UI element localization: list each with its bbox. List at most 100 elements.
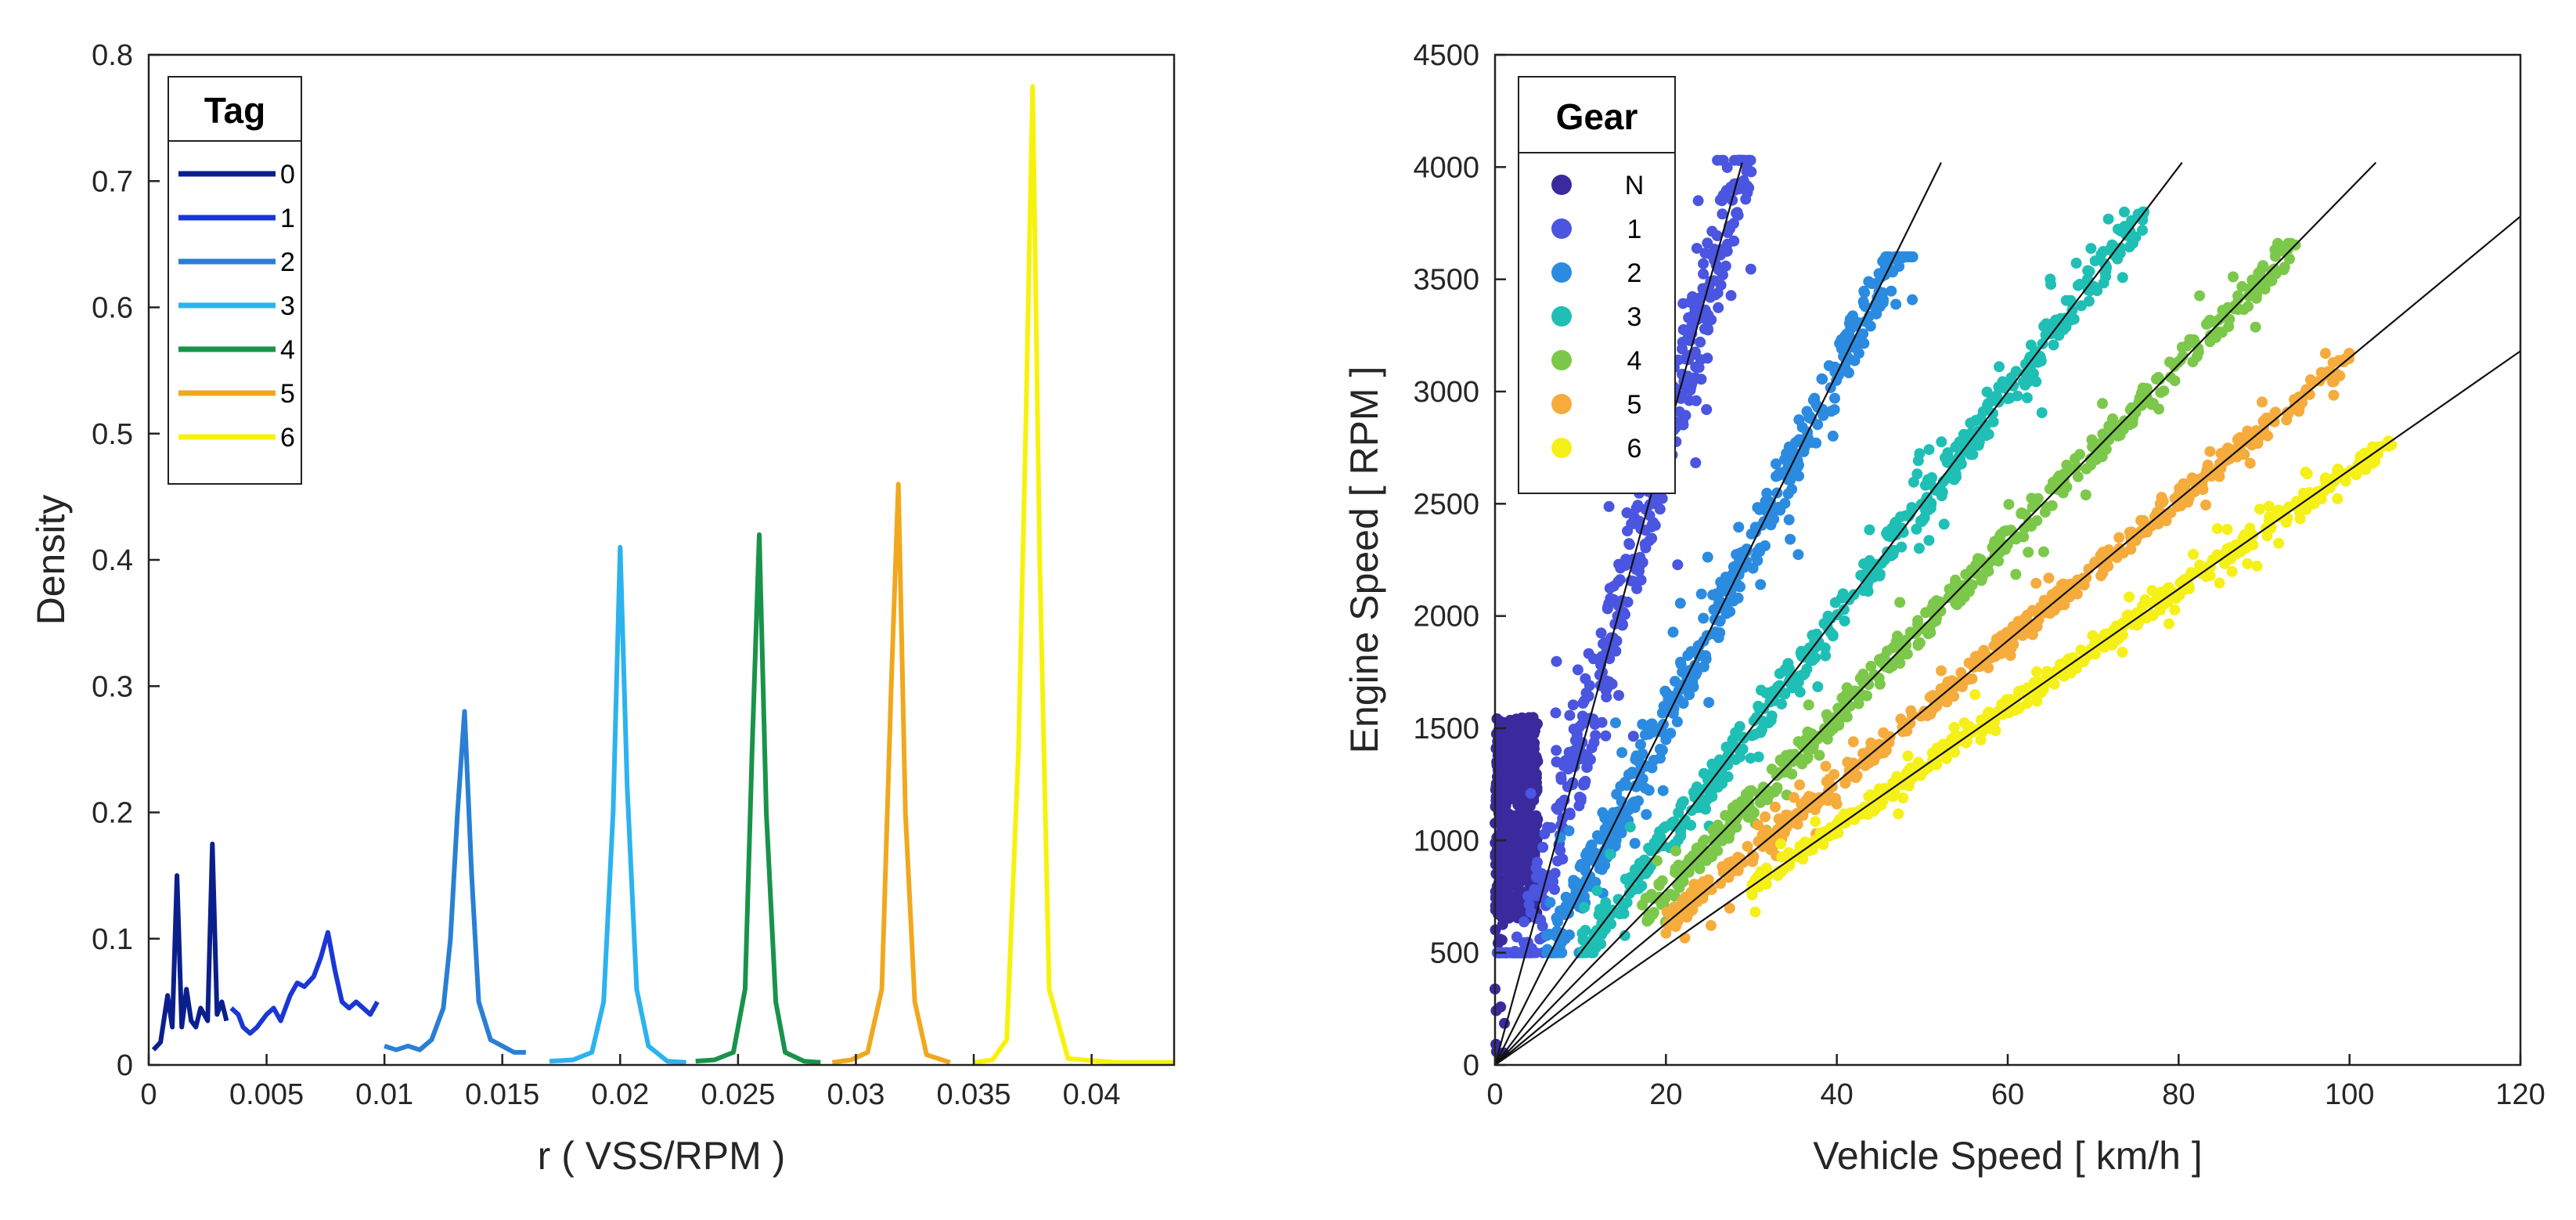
gear-point-3	[1730, 754, 1742, 766]
density-legend-label-3: 3	[280, 291, 295, 321]
gear-point-1	[1689, 346, 1701, 358]
gear-point-3	[2066, 305, 2078, 316]
gear-point-1	[1550, 707, 1562, 719]
gear-point-1	[1552, 855, 1563, 867]
gear-point-2	[1698, 612, 1710, 624]
gear-point-5	[1989, 651, 2001, 662]
gear-point-4	[1923, 606, 1935, 618]
gear-point-6	[2247, 539, 2259, 550]
gear-point-1	[1646, 532, 1658, 544]
gear-point-3	[2091, 285, 2103, 297]
gear-point-6	[1998, 697, 2010, 709]
density-curves	[151, 84, 1174, 1065]
gear-point-1	[1684, 384, 1696, 396]
gear-point-3	[1950, 441, 1962, 453]
gear-point-2	[1773, 501, 1785, 513]
gear-point-1	[1692, 195, 1704, 207]
gear-point-1	[1745, 263, 1756, 275]
gear-point-4	[1887, 642, 1899, 654]
gear-point-2	[1698, 661, 1710, 673]
gear-point-4	[2023, 547, 2034, 558]
gear-point-3	[1906, 502, 1918, 513]
gear-point-5	[2059, 599, 2070, 611]
gear-point-3	[2041, 318, 2052, 330]
gear-point-1	[1596, 716, 1608, 728]
gear-point-2	[1608, 835, 1619, 846]
gear-point-4	[2272, 244, 2283, 255]
gear-point-5	[1960, 674, 1972, 686]
gear-point-3	[1756, 724, 1767, 735]
gear-point-3	[1915, 515, 1926, 527]
gear-point-3	[1577, 934, 1589, 946]
gear-point-1	[1521, 947, 1533, 958]
gear-point-1	[1713, 264, 1724, 276]
engine-y-axis-label: Engine Speed [ RPM ]	[1342, 366, 1386, 754]
gear-point-3	[1794, 686, 1806, 698]
gear-point-3	[1812, 681, 1824, 692]
gear-point-3	[2085, 243, 2097, 254]
gear-point-2	[1750, 551, 1762, 563]
gear-ratio-line-5	[1494, 215, 2521, 1066]
gear-point-4	[2081, 463, 2092, 475]
density-legend-label-2: 2	[280, 247, 295, 277]
gear-point-1	[1530, 872, 1542, 883]
gear-point-2	[1877, 287, 1888, 298]
gear-point-1	[1587, 653, 1599, 665]
gear-point-2	[1591, 830, 1603, 842]
gear-point-5	[1742, 840, 1753, 852]
gear-point-5	[2204, 446, 2216, 457]
gear-point-1	[1706, 226, 1718, 237]
gear-point-2	[1779, 453, 1790, 465]
density-x-tick-label: 0.035	[936, 1078, 1011, 1111]
gear-point-1	[1684, 395, 1695, 406]
gear-point-4	[1673, 859, 1684, 871]
gear-point-6	[1912, 756, 1924, 768]
gear-point-4	[2250, 292, 2262, 304]
gear-point-3	[2117, 272, 2128, 283]
gear-point-1	[1712, 154, 1724, 166]
gear-point-1	[1698, 258, 1710, 269]
gear-point-6	[2041, 666, 2052, 677]
gear-point-2	[1785, 475, 1796, 485]
gear-point-2	[1823, 360, 1835, 371]
gear-point-5	[2182, 496, 2194, 508]
gear-point-4	[1934, 596, 1946, 608]
engine-x-tick-label: 80	[2162, 1078, 2195, 1111]
gear-point-4	[2095, 445, 2107, 457]
gear-point-2	[1639, 729, 1651, 741]
gear-point-2	[1675, 659, 1687, 670]
gear-legend-marker-4	[1551, 350, 1572, 370]
gear-point-6	[2187, 567, 2199, 579]
gear-point-4	[1841, 682, 1853, 694]
gear-point-4	[2003, 499, 2015, 511]
gear-point-1	[1571, 728, 1583, 740]
gear-point-5	[1746, 849, 1758, 861]
gear-point-3	[1786, 682, 1798, 694]
gear-point-N	[1528, 742, 1540, 754]
gear-point-3	[2068, 313, 2080, 325]
gear-point-6	[2117, 646, 2128, 658]
engine-y-tick-label: 500	[1430, 937, 1479, 970]
gear-point-3	[1735, 744, 1747, 756]
gear-point-4	[1993, 555, 2005, 567]
gear-point-1	[1695, 336, 1706, 348]
gear-point-4	[2181, 340, 2193, 352]
density-y-tick-label: 0.3	[92, 670, 133, 703]
gear-point-4	[2097, 398, 2108, 410]
gear-point-1	[1698, 268, 1710, 280]
gear-point-6	[2263, 500, 2275, 512]
gear-point-N	[1514, 872, 1526, 884]
gear-point-5	[2135, 514, 2147, 526]
gear-point-3	[1926, 472, 1937, 483]
gear-point-5	[2048, 605, 2060, 616]
gear-point-4	[1670, 845, 1681, 857]
density-legend: Tag 0 1 2 3 4 5 6	[168, 76, 302, 485]
gear-point-5	[1900, 723, 1911, 735]
engine-y-tick-label: 3000	[1413, 376, 1479, 409]
gear-point-6	[2294, 513, 2306, 525]
gear-point-3	[2127, 237, 2138, 249]
gear-point-3	[1579, 901, 1590, 913]
gear-point-1	[1628, 518, 1639, 529]
gear-point-N	[1530, 751, 1542, 763]
gear-point-5	[2326, 376, 2338, 388]
